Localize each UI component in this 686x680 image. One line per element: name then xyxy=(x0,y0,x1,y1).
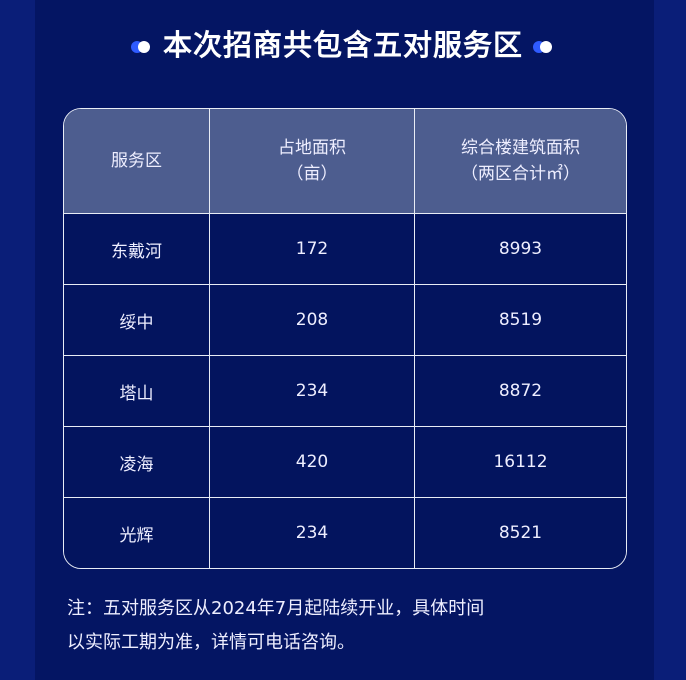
table-row: 凌海 420 16112 xyxy=(64,427,626,498)
header-text: 占地面积 xyxy=(278,138,346,158)
table-header-row: 服务区 占地面积 （亩） 综合楼建筑面积 （两区合计㎡） xyxy=(64,109,626,214)
header-service-area: 服务区 xyxy=(64,109,210,214)
service-area-table: 服务区 占地面积 （亩） 综合楼建筑面积 （两区合计㎡） 东戴河 172 8993 绥中… xyxy=(63,108,627,569)
header-building-area: 综合楼建筑面积 （两区合计㎡） xyxy=(415,109,626,214)
table-row: 光辉 234 8521 xyxy=(64,498,626,568)
cell-service-area: 东戴河 xyxy=(64,214,210,285)
cell-land-area: 420 xyxy=(210,427,415,498)
cell-land-area: 234 xyxy=(210,498,415,568)
table-row: 东戴河 172 8993 xyxy=(64,214,626,285)
header-land-area: 占地面积 （亩） xyxy=(210,109,415,214)
cell-land-area: 234 xyxy=(210,356,415,427)
header-unit: （亩） xyxy=(286,164,338,184)
title-text: 本次招商共包含五对服务区 xyxy=(162,28,523,62)
header-text: 服务区 xyxy=(111,151,162,171)
cell-land-area: 172 xyxy=(210,214,415,285)
cell-land-area: 208 xyxy=(210,285,415,356)
footnote-line: 注：五对服务区从2024年7月起陆续开业，具体时间 xyxy=(67,598,485,619)
header-text: 综合楼建筑面积 xyxy=(461,138,580,158)
header-unit: （两区合计㎡） xyxy=(461,164,580,184)
table-row: 塔山 234 8872 xyxy=(64,356,626,427)
cell-building-area: 8519 xyxy=(415,285,626,356)
cell-building-area: 8993 xyxy=(415,214,626,285)
cell-building-area: 8872 xyxy=(415,356,626,427)
footnote-line: 以实际工期为准，详情可电话咨询。 xyxy=(67,632,355,653)
table-row: 绥中 208 8519 xyxy=(64,285,626,356)
cell-service-area: 凌海 xyxy=(64,427,210,498)
dots-decoration-icon xyxy=(533,40,555,54)
cell-building-area: 8521 xyxy=(415,498,626,568)
cell-service-area: 塔山 xyxy=(64,356,210,427)
cell-building-area: 16112 xyxy=(415,427,626,498)
dots-decoration-icon xyxy=(130,40,153,54)
footnote: 注：五对服务区从2024年7月起陆续开业，具体时间 以实际工期为准，详情可电话咨… xyxy=(67,592,627,660)
cell-service-area: 光辉 xyxy=(64,498,210,568)
page-title: 本次招商共包含五对服务区 xyxy=(0,22,686,64)
cell-service-area: 绥中 xyxy=(64,285,210,356)
